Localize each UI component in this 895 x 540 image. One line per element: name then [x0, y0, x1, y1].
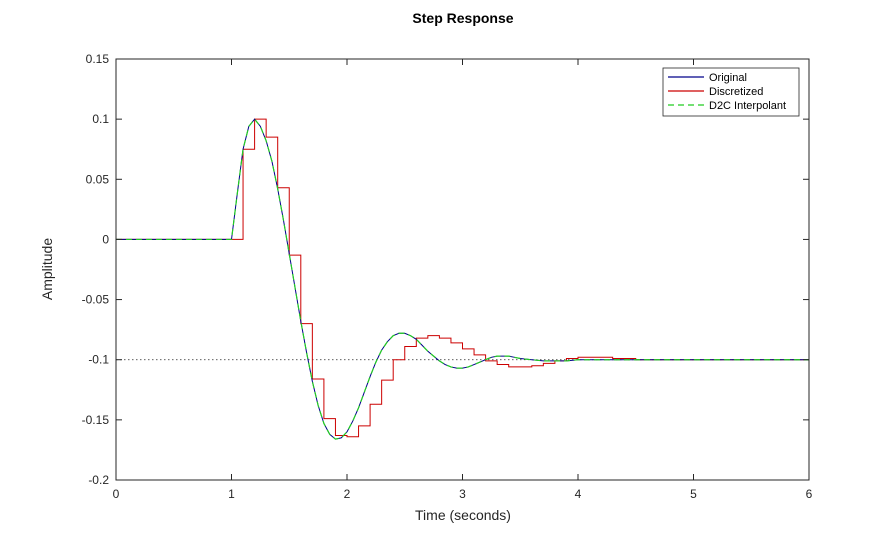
x-tick-label: 0: [113, 487, 120, 501]
y-tick-label: 0.15: [86, 52, 110, 66]
x-tick-label: 3: [459, 487, 466, 501]
legend-label: D2C Interpolant: [709, 100, 786, 112]
series-layer: [116, 118, 809, 440]
x-tick-label: 1: [228, 487, 235, 501]
legend-label: Discretized: [709, 86, 763, 98]
legend-box: [662, 67, 800, 117]
tick-layer: 0 1 2 3 4 5 6 -0.2 -0.15 -0.1 -0.05 0 0.05 0.1 0.15: [82, 52, 813, 501]
y-tick-label: -0.05: [82, 293, 110, 307]
y-axis-label: Amplitude: [39, 238, 55, 300]
y-tick-label: -0.2: [88, 473, 109, 487]
x-tick-label: 2: [344, 487, 351, 501]
y-tick-label: -0.15: [82, 413, 110, 427]
chart-title: Step Response: [412, 10, 513, 26]
x-tick-label: 4: [575, 487, 582, 501]
x-tick-label: 6: [806, 487, 813, 501]
x-axis-label: Time (seconds): [415, 507, 511, 523]
legend-label: Original: [709, 72, 747, 84]
y-tick-label: -0.1: [88, 353, 109, 367]
legend: Original Discretized D2C Interpolant: [662, 67, 800, 117]
legend-entries: Original Discretized D2C Interpolant: [668, 72, 786, 112]
y-tick-label: 0.05: [86, 172, 110, 186]
plot-area: [116, 59, 809, 480]
y-tick-label: 0: [102, 232, 109, 246]
y-tick-label: 0.1: [92, 112, 109, 126]
series-line-0: [116, 118, 809, 440]
x-tick-label: 5: [690, 487, 697, 501]
